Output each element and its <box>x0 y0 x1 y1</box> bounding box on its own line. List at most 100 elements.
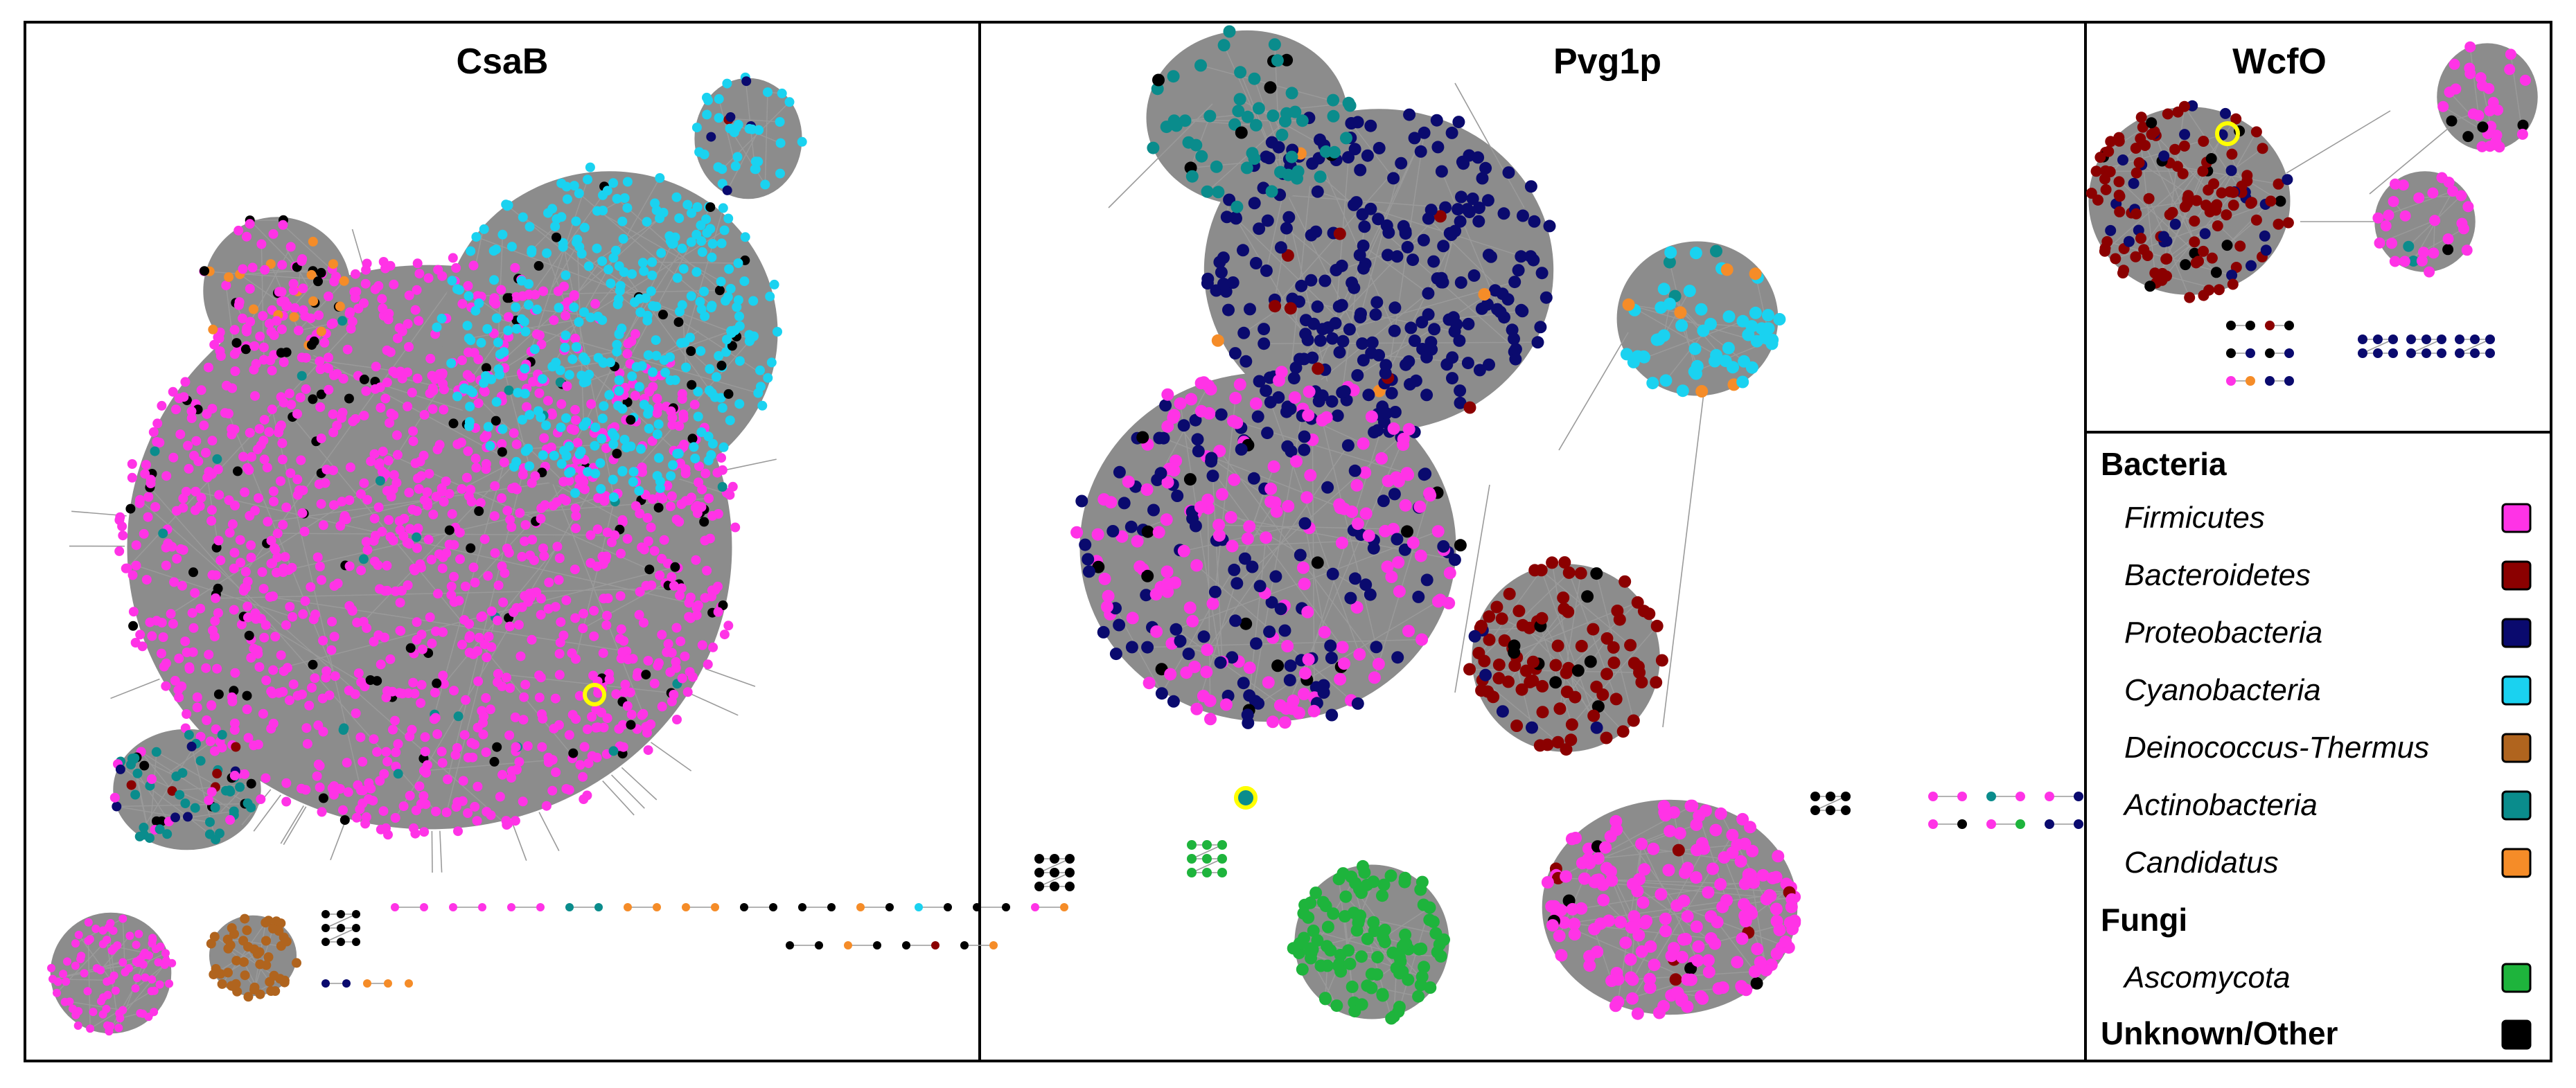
node <box>428 386 439 395</box>
node <box>520 446 531 456</box>
node <box>576 249 587 259</box>
edge <box>139 499 507 826</box>
node <box>1336 867 1350 880</box>
node <box>301 723 312 733</box>
node <box>483 422 493 432</box>
node <box>592 243 602 253</box>
node <box>2203 284 2215 296</box>
node <box>1298 667 1312 680</box>
node <box>1676 384 1689 398</box>
edge <box>136 756 177 777</box>
node <box>1783 916 1797 929</box>
node <box>1228 473 1241 486</box>
node <box>1269 300 1282 313</box>
node <box>1566 902 1579 916</box>
edge <box>78 934 112 981</box>
node <box>623 339 633 349</box>
node <box>249 364 259 375</box>
node <box>240 970 250 981</box>
node <box>686 291 696 301</box>
node <box>321 924 330 932</box>
node <box>249 985 259 995</box>
node <box>619 434 630 445</box>
node <box>524 222 535 232</box>
node <box>412 532 422 542</box>
node <box>363 794 373 804</box>
node <box>542 248 552 258</box>
node <box>439 679 449 689</box>
node <box>1217 39 1230 52</box>
node <box>466 373 476 383</box>
node <box>163 538 173 549</box>
node <box>678 413 689 423</box>
node <box>156 942 165 951</box>
node <box>2128 177 2140 189</box>
node <box>224 495 234 506</box>
node <box>378 806 389 817</box>
node <box>154 958 163 967</box>
node <box>479 639 490 650</box>
node <box>543 757 554 767</box>
node <box>491 416 501 426</box>
node <box>1091 528 1104 541</box>
node <box>324 364 333 373</box>
node <box>231 956 242 966</box>
node <box>242 612 253 623</box>
node <box>427 371 437 381</box>
node <box>1182 136 1195 149</box>
node <box>383 314 394 325</box>
panel-title-csab: CsaB <box>457 42 549 82</box>
node <box>775 168 785 179</box>
node <box>583 175 592 185</box>
node <box>1136 431 1149 444</box>
edge <box>69 1001 123 1011</box>
node <box>1574 567 1587 580</box>
node <box>2227 199 2239 211</box>
node <box>139 528 149 539</box>
csab-pair-row-2 <box>786 941 998 949</box>
node <box>1481 194 1494 207</box>
node <box>437 563 448 573</box>
node <box>431 806 441 817</box>
node <box>1034 882 1044 891</box>
node <box>125 503 136 514</box>
node <box>1526 674 1540 687</box>
node <box>1314 170 1327 184</box>
node <box>276 918 286 929</box>
node <box>339 723 349 733</box>
node <box>601 443 611 454</box>
node <box>538 450 548 461</box>
node <box>213 608 223 618</box>
node <box>1348 572 1361 585</box>
node <box>1420 389 1433 402</box>
node <box>1706 862 1719 875</box>
node <box>485 704 495 715</box>
node <box>663 639 673 649</box>
node <box>473 781 483 792</box>
node <box>1305 274 1318 287</box>
node <box>1321 481 1334 494</box>
node <box>504 621 515 632</box>
node <box>351 269 360 279</box>
node <box>316 499 326 509</box>
edge <box>610 774 645 809</box>
node <box>1195 150 1208 163</box>
node <box>1462 317 1475 330</box>
node <box>2130 143 2142 154</box>
node <box>263 517 273 527</box>
node <box>470 740 479 750</box>
node <box>276 324 287 335</box>
node <box>2135 233 2146 244</box>
node <box>152 418 163 429</box>
node <box>2487 96 2499 108</box>
node <box>1296 936 1309 949</box>
node <box>2380 220 2392 232</box>
edge <box>116 805 211 823</box>
node <box>658 310 668 320</box>
node <box>297 371 307 381</box>
node <box>1446 351 1459 364</box>
node <box>1327 109 1340 123</box>
node <box>1357 859 1369 873</box>
edge <box>1382 907 1430 939</box>
node <box>1709 355 1721 368</box>
